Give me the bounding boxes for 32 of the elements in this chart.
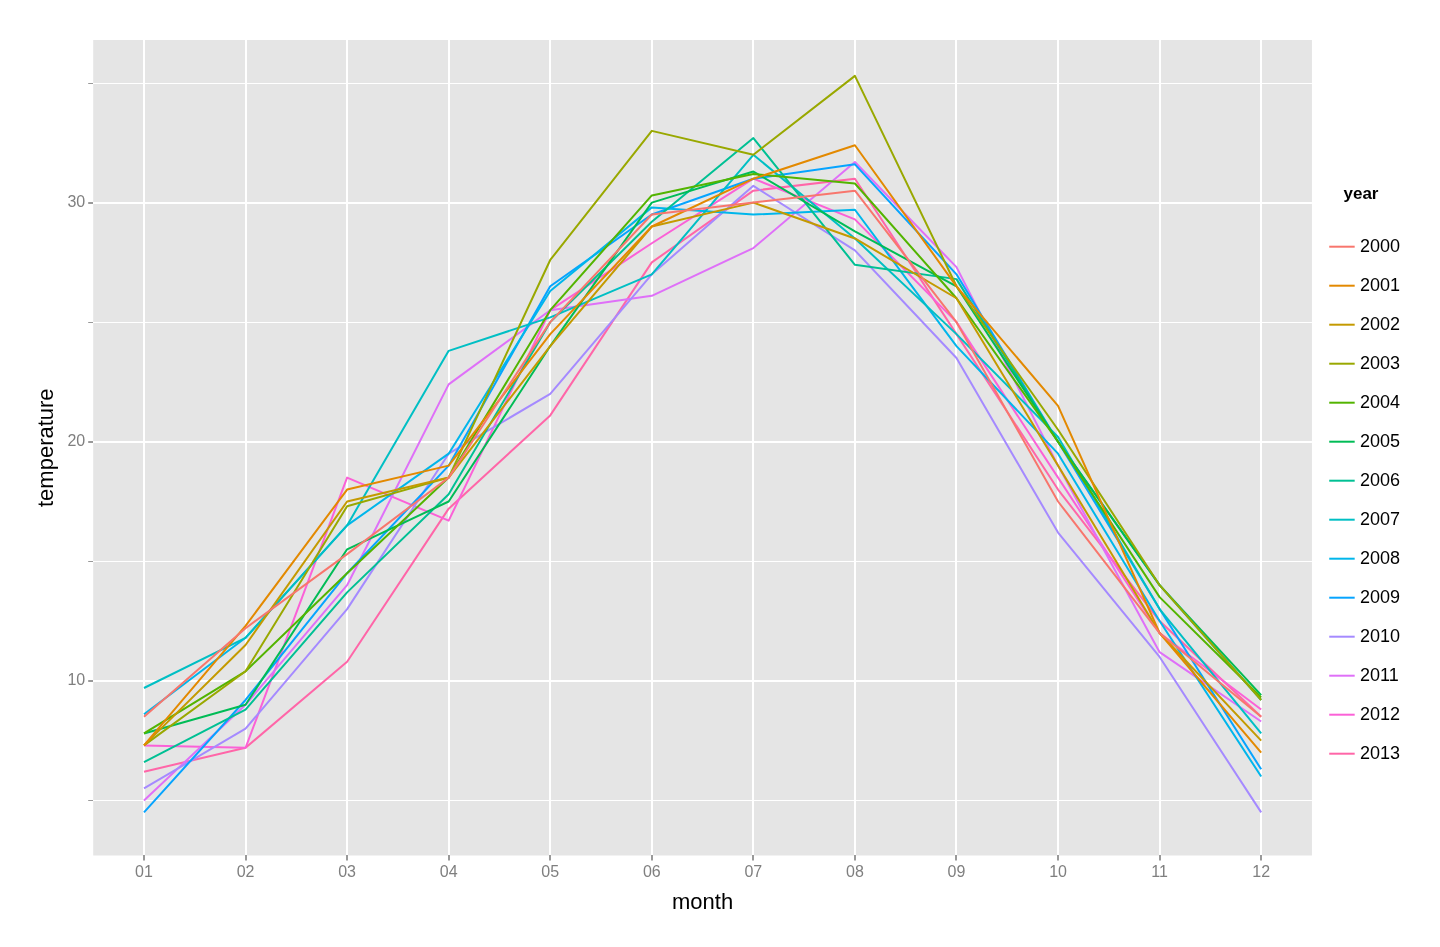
legend-label: 2012 [1359, 703, 1400, 724]
y-tick-label: 20 [67, 432, 86, 450]
x-tick-label: 04 [439, 863, 458, 881]
legend-label: 2008 [1359, 547, 1400, 568]
y-tick-label: 10 [67, 671, 86, 689]
x-tick-label: 09 [947, 863, 966, 881]
legend-label: 2007 [1359, 508, 1400, 529]
legend-label: 2010 [1359, 625, 1400, 646]
x-axis-title: month [672, 888, 734, 914]
x-tick-label: 02 [236, 863, 255, 881]
legend-label: 2006 [1359, 469, 1400, 490]
legend-label: 2000 [1359, 235, 1400, 256]
legend-title: year [1343, 184, 1379, 204]
legend-label: 2009 [1359, 586, 1400, 607]
y-axis-title: temperature [33, 388, 59, 508]
legend-label: 2003 [1359, 352, 1400, 373]
x-tick-label: 05 [541, 863, 560, 881]
legend-label: 2011 [1359, 664, 1399, 685]
x-tick-label: 12 [1252, 863, 1271, 881]
legend-label: 2005 [1359, 430, 1400, 451]
x-tick-label: 10 [1049, 863, 1068, 881]
legend-label: 2002 [1359, 313, 1400, 334]
legend-label: 2001 [1359, 274, 1400, 295]
x-tick-label: 11 [1151, 863, 1169, 881]
y-tick-label: 30 [67, 193, 86, 211]
x-tick-label: 03 [338, 863, 357, 881]
legend-label: 2004 [1359, 391, 1400, 412]
x-tick-label: 08 [846, 863, 864, 881]
x-tick-label: 01 [135, 863, 153, 881]
x-tick-label: 07 [744, 863, 763, 881]
legend-label: 2013 [1359, 742, 1400, 763]
x-tick-label: 06 [642, 863, 661, 881]
